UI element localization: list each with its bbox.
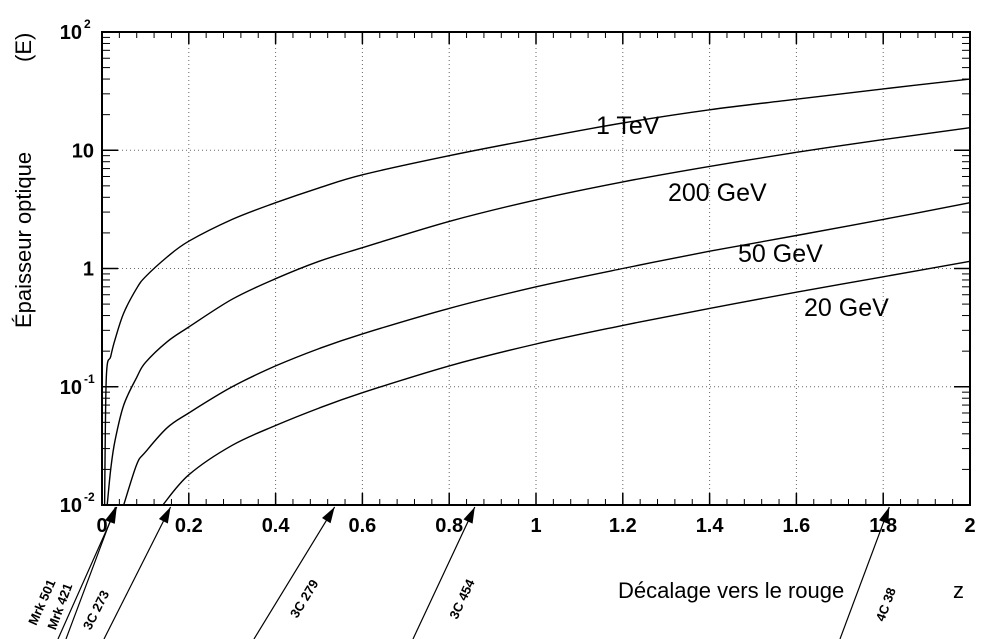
source-label: 4C 38 xyxy=(873,586,899,624)
y-tick-label: 10 xyxy=(60,495,82,517)
source-label: 3C 273 xyxy=(80,588,112,632)
y-tick-exponent: 2 xyxy=(84,17,91,31)
x-tick-label: 1.4 xyxy=(696,515,725,537)
curve-200-gev xyxy=(106,127,971,506)
tick-marks xyxy=(101,31,971,506)
x-tick-label: 0.4 xyxy=(262,515,291,537)
y-tick-label: 10 xyxy=(60,22,82,44)
series-labels: 1 TeV 200 GeV 50 GeV 20 GeV xyxy=(596,112,889,322)
x-tick-label: 1 xyxy=(530,515,541,537)
y-tick-label: 10 xyxy=(60,377,82,399)
x-tick-labels: 0 0.2 0.4 0.6 0.8 1 1.2 1.4 1.6 1.8 2 xyxy=(96,515,975,537)
source-arrow-head xyxy=(463,507,475,524)
source-arrow-line xyxy=(839,506,890,639)
source-arrow-head xyxy=(158,507,171,524)
y-tick-exponent: -1 xyxy=(84,372,95,386)
curve-1-tev xyxy=(103,78,971,506)
series-label-1-tev: 1 TeV xyxy=(596,112,660,140)
source-arrow-head xyxy=(878,507,890,524)
x-axis-symbol: z xyxy=(953,578,964,603)
y-tick-label: 10 xyxy=(72,140,94,162)
x-tick-label: 1.8 xyxy=(869,515,897,537)
x-tick-label: 0.2 xyxy=(175,515,203,537)
y-tick-exponent: -2 xyxy=(84,490,95,504)
source-arrow-head xyxy=(322,507,335,524)
x-tick-label: 0.8 xyxy=(435,515,463,537)
series-label-200-gev: 200 GeV xyxy=(668,179,767,207)
curve-20-gev xyxy=(162,260,971,506)
y-tick-label: 1 xyxy=(83,259,94,281)
x-tick-label: 1.2 xyxy=(609,515,637,537)
source-arrow-head xyxy=(105,507,116,524)
x-tick-label: 2 xyxy=(964,515,975,537)
source-arrow-line xyxy=(65,506,117,639)
source-arrow-line xyxy=(103,506,172,639)
source-arrow-line xyxy=(253,506,336,639)
series-label-20-gev: 20 GeV xyxy=(804,294,889,322)
x-axis-title: Décalage vers le rouge xyxy=(618,578,844,603)
y-axis-title: Épaisseur optique xyxy=(11,152,36,328)
series-label-50-gev: 50 GeV xyxy=(738,240,823,268)
y-axis-symbol: (E) xyxy=(11,33,36,62)
source-label: 3C 279 xyxy=(287,577,322,621)
curve-50-gev xyxy=(123,202,971,506)
x-tick-label: 1.6 xyxy=(782,515,810,537)
x-tick-label: 0.6 xyxy=(348,515,376,537)
grid-lines xyxy=(102,32,970,505)
curves xyxy=(103,78,971,506)
x-tick-label: 0 xyxy=(96,515,107,537)
source-arrow-line xyxy=(412,506,476,639)
source-label: 3C 454 xyxy=(446,576,478,621)
